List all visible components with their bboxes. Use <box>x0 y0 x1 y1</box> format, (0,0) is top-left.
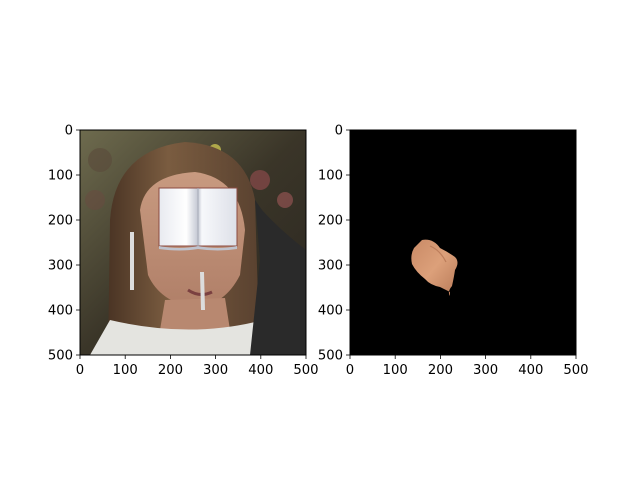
right-x-tick-label: 300 <box>473 363 498 378</box>
left-y-tick-label: 500 <box>48 349 73 364</box>
right-y-tick-label: 500 <box>318 349 343 364</box>
left-y-ticks: 0 100 200 300 400 500 <box>48 124 80 364</box>
mask-background <box>350 130 576 355</box>
right-x-tick-label: 100 <box>383 363 408 378</box>
right-y-ticks: 0 100 200 300 400 500 <box>318 124 350 364</box>
left-y-tick-label: 100 <box>48 169 73 184</box>
left-x-tick-label: 200 <box>158 363 183 378</box>
left-y-tick-label: 300 <box>48 259 73 274</box>
right-x-ticks: 0 100 200 300 400 500 <box>346 355 589 378</box>
right-x-tick-label: 200 <box>428 363 453 378</box>
left-axes-frame <box>79 129 307 356</box>
left-y-tick-label: 0 <box>65 124 73 139</box>
left-axes: 0 100 200 300 400 500 0 100 200 300 400 500 <box>48 124 319 379</box>
left-y-tick-label: 200 <box>48 214 73 229</box>
skin-mask-region <box>411 239 458 296</box>
right-axes-frame <box>349 129 577 356</box>
left-x-tick-label: 0 <box>76 363 84 378</box>
right-y-tick-label: 400 <box>318 304 343 319</box>
book-overlay <box>158 187 238 251</box>
left-x-tick-label: 400 <box>248 363 273 378</box>
left-x-tick-label: 500 <box>293 363 318 378</box>
right-y-tick-label: 200 <box>318 214 343 229</box>
right-x-tick-label: 0 <box>346 363 354 378</box>
left-x-tick-label: 100 <box>113 363 138 378</box>
right-x-tick-label: 400 <box>518 363 543 378</box>
right-axes: 0 100 200 300 400 500 0 100 200 300 400 500 <box>318 124 589 379</box>
right-y-tick-label: 0 <box>335 124 343 139</box>
left-x-ticks: 0 100 200 300 400 500 <box>76 355 319 378</box>
right-x-tick-label: 500 <box>563 363 588 378</box>
right-y-tick-label: 300 <box>318 259 343 274</box>
right-y-tick-label: 100 <box>318 169 343 184</box>
left-y-tick-label: 400 <box>48 304 73 319</box>
left-x-tick-label: 300 <box>203 363 228 378</box>
